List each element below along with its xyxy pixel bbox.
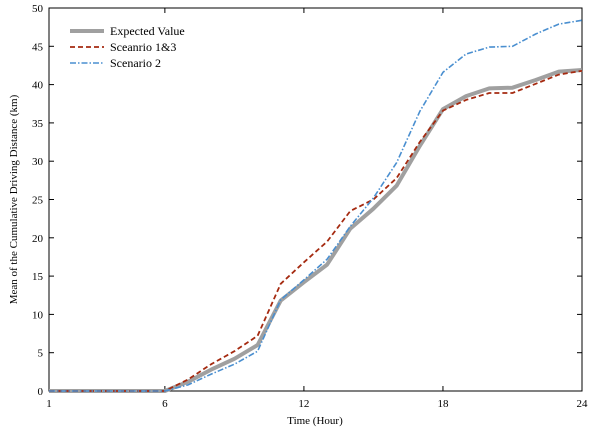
legend: Expected Value Sceanrio 1&3 Scenario 2: [70, 24, 185, 70]
x-tick-label: 18: [437, 398, 449, 410]
y-tick-label: 20: [32, 233, 44, 245]
x-axis-label: Time (Hour): [287, 415, 343, 427]
series-line-3: [49, 19, 583, 392]
x-tick-label: 6: [162, 398, 168, 410]
y-axis-label: Mean of the Cumulative Driving Distance …: [8, 94, 20, 304]
y-tick-label: 10: [32, 309, 44, 321]
x-tick-label: 12: [298, 398, 309, 410]
series-line-2: [49, 69, 583, 392]
y-tick-label: 35: [32, 118, 44, 130]
y-tick-label: 45: [32, 41, 44, 53]
y-tick-label: 50: [32, 3, 44, 15]
y-tick-label: 40: [32, 80, 44, 92]
y-tick-label: 5: [38, 348, 44, 360]
y-tick-label: 25: [32, 195, 44, 207]
legend-label-2: Sceanrio 1&3: [110, 40, 176, 54]
series-lines: [49, 19, 583, 393]
y-tick-label: 30: [32, 156, 44, 168]
y-tick-label: 0: [38, 386, 44, 398]
legend-label-1: Expected Value: [110, 24, 185, 38]
x-tick-label: 1: [46, 398, 52, 410]
legend-label-3: Scenario 2: [110, 56, 161, 70]
y-tick-label: 15: [32, 271, 44, 283]
x-tick-label: 24: [577, 398, 589, 410]
series-line-1: [49, 68, 583, 393]
axis-ticks: 0 5 10 15 20 25 30 35 40 45 50 1 6 12 18 24: [32, 3, 588, 410]
